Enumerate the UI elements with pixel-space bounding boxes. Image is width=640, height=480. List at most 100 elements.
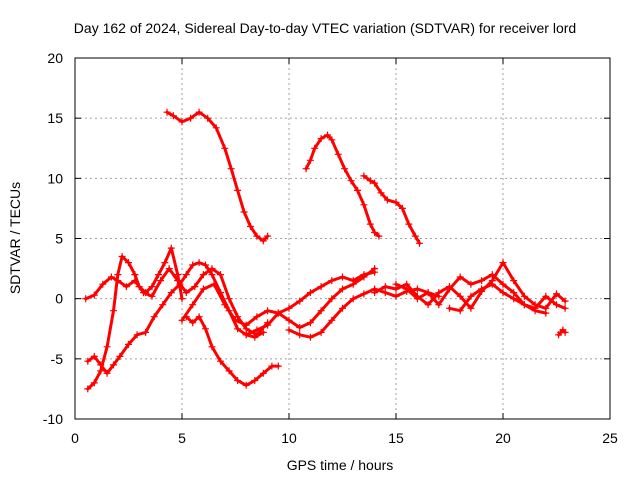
data-point [328,277,336,285]
data-point [97,361,105,369]
data-point [242,381,250,389]
data-point [467,304,475,312]
data-point [311,144,319,152]
data-point [347,177,355,185]
data-point [268,362,276,370]
series-arc-11 [371,259,569,312]
chart-title: Day 162 of 2024, Sidereal Day-to-day VTE… [74,20,576,36]
y-tick-label: -5 [51,351,64,367]
data-point [118,253,126,260]
data-point [264,232,272,240]
data-point [499,280,507,288]
data-point [339,273,346,281]
data-point [467,280,475,288]
data-point [234,313,242,321]
series-arc-10 [285,285,443,341]
data-point [424,301,432,309]
data-point [296,324,304,331]
data-point [159,301,167,309]
data-point [212,124,220,132]
data-point [317,328,325,336]
data-point [349,295,357,303]
data-point [110,307,117,315]
data-point [165,265,173,273]
y-tick-label: 15 [47,110,63,126]
data-point [167,289,175,297]
data-point [339,304,346,312]
data-point [416,239,423,247]
data-point [148,292,156,300]
data-point [306,319,314,327]
data-point [542,309,550,317]
data-point [187,114,195,122]
data-point [227,165,235,173]
data-point [553,290,560,298]
data-point [413,285,421,293]
data-point [328,136,336,144]
data-point [435,289,443,297]
data-point [161,259,169,267]
data-point [520,292,528,300]
data-point [375,232,383,240]
data-point [142,328,150,336]
data-point [446,304,453,312]
data-point [360,201,368,209]
data-point [328,316,336,324]
data-point [520,301,528,309]
data-point [247,223,254,230]
data-point [488,271,496,279]
data-point [221,144,229,152]
data-point [208,271,216,279]
y-tick-label: 20 [47,50,63,66]
data-point [561,328,569,336]
series-arc-5 [84,244,186,393]
data-point [285,326,293,334]
series-line [373,261,567,310]
data-point [242,331,250,339]
data-point [371,229,379,236]
data-point [296,297,304,305]
data-point [306,289,314,297]
data-point [259,237,267,245]
data-point [324,131,331,139]
x-tick-label: 0 [71,430,79,446]
data-point [306,156,314,164]
data-point [110,361,117,369]
data-point [360,271,368,279]
data-point [349,277,357,285]
data-point [131,271,139,279]
data-point [234,186,242,194]
data-point [264,307,272,315]
data-point [163,108,171,116]
data-point [285,304,293,312]
data-point [202,325,209,333]
data-point [178,316,186,324]
data-series [82,108,569,393]
data-point [435,301,443,309]
data-point [478,277,486,285]
data-point [251,377,259,384]
data-point [264,321,272,329]
x-tick-label: 25 [602,430,618,446]
data-point [195,108,203,116]
series-arc-13 [446,280,550,317]
series-arc-12 [392,271,569,312]
data-point [488,280,496,288]
data-point [478,285,486,293]
data-point [182,271,190,279]
series-line [165,110,270,243]
data-point [150,313,158,321]
grid [75,58,610,419]
data-point [334,150,342,158]
data-point [253,313,261,321]
data-point [253,232,261,240]
series-line [84,267,270,337]
data-point [354,186,361,194]
data-point [499,259,507,267]
data-point [122,283,130,291]
y-tick-label: -10 [43,411,63,427]
data-point [84,385,92,393]
data-point [82,295,90,303]
data-point [302,165,310,173]
